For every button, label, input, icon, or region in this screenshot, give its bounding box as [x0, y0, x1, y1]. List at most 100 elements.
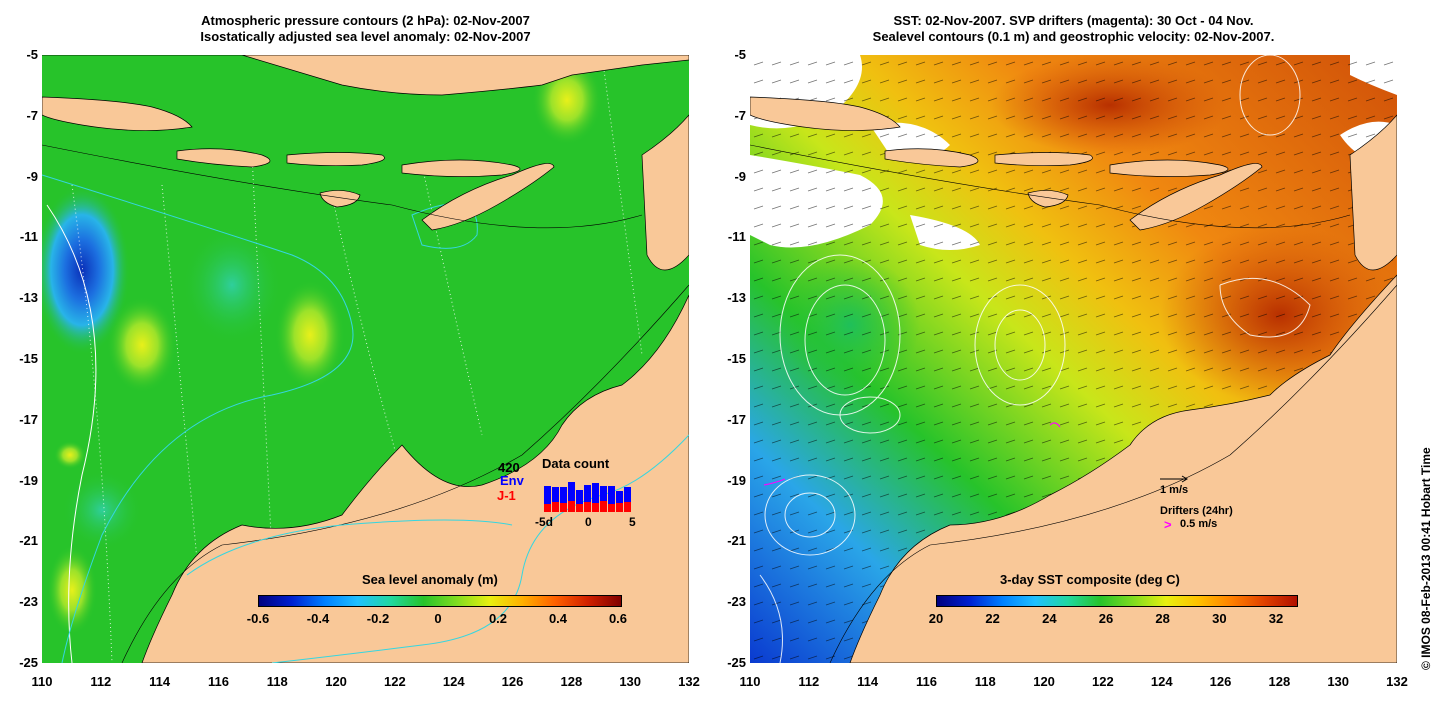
colorbar-tick-label: -0.4	[306, 611, 330, 626]
right-y-tick: -21	[727, 533, 746, 549]
env-bar	[584, 485, 591, 502]
j1-bar	[568, 501, 575, 512]
left-title: Atmospheric pressure contours (2 hPa): 0…	[42, 13, 689, 45]
island-sumba	[1027, 190, 1069, 208]
data-count-env: Env	[500, 473, 524, 488]
env-bar	[616, 491, 623, 503]
sealevel-contours	[759, 55, 1311, 663]
right-x-tick: 110	[739, 674, 761, 689]
shelf-contour	[42, 144, 689, 663]
island-timor	[421, 163, 555, 231]
mainland-australia	[849, 274, 1397, 663]
colorbar-tick-label: 22	[985, 611, 1000, 626]
left-y-tick: -13	[19, 290, 38, 306]
island-bali-lombok	[884, 148, 979, 168]
island-sumbawa	[401, 159, 521, 177]
right-x-tick: 132	[1386, 674, 1408, 689]
colorbar-tick-label: 24	[1042, 611, 1057, 626]
env-bar	[592, 483, 599, 503]
credit-text: © IMOS 08-Feb-2013 00:41 Hobart Time	[1419, 447, 1433, 670]
right-title: SST: 02-Nov-2007. SVP drifters (magenta)…	[750, 13, 1397, 45]
anomaly-mid-2	[62, 470, 142, 550]
coast-cyan-contour	[271, 434, 689, 663]
j1-bar	[600, 501, 607, 512]
right-y-tick: -23	[727, 594, 746, 610]
data-count-axis-neg: -5d	[535, 515, 553, 529]
left-x-tick: 126	[501, 674, 524, 689]
left-x-tick: 124	[442, 674, 465, 689]
colorbar-tick-label: 26	[1098, 611, 1114, 626]
j1-bar	[592, 503, 599, 512]
env-bar	[544, 486, 551, 504]
left-title-line1: Atmospheric pressure contours (2 hPa): 0…	[201, 13, 530, 28]
right-y-tick: -13	[727, 290, 746, 306]
right-x-tick: 120	[1033, 674, 1055, 689]
left-x-tick: 110	[31, 674, 53, 689]
left-y-tick: -17	[19, 411, 38, 427]
drifter-track-2	[763, 478, 786, 486]
right-x-tick: 128	[1268, 674, 1291, 689]
anomaly-high-3	[47, 545, 97, 635]
right-y-tick: -9	[734, 168, 746, 184]
drifters-legend-symbol: >	[1164, 517, 1172, 532]
right-y-tick: -5	[734, 47, 746, 62]
colorbar-tick-label: -0.6	[246, 611, 270, 626]
left-x-tick: 122	[384, 674, 406, 689]
sst-colorbar-label: 3-day SST composite (deg C)	[1000, 572, 1180, 587]
island-flores	[994, 152, 1093, 167]
left-x-tick: 116	[207, 674, 229, 689]
data-count-chart	[542, 472, 632, 512]
data-count-axis-zero: 0	[585, 515, 592, 529]
data-count-axis-pos: 5	[629, 515, 636, 529]
left-x-tick: 120	[325, 674, 347, 689]
anomaly-high-5	[54, 441, 86, 469]
velocity-legend-label: 1 m/s	[1160, 484, 1189, 496]
j1-bar	[576, 504, 583, 512]
right-y-tick: -17	[727, 411, 746, 427]
left-x-tick: 114	[149, 674, 171, 689]
colorbar-tick-label: 0.6	[608, 611, 628, 626]
left-x-tick: 128	[560, 674, 583, 689]
island-sumbawa	[1109, 159, 1229, 177]
left-y-tick: -5	[26, 47, 38, 62]
anomaly-mid-1	[182, 225, 282, 345]
drifters-legend-label: Drifters (24hr)	[1160, 505, 1233, 517]
j1-bar	[608, 504, 615, 512]
env-bar	[560, 487, 567, 503]
land	[750, 96, 1397, 663]
island-java	[42, 96, 193, 131]
left-y-tick: -19	[19, 472, 38, 488]
left-y-tick: -21	[19, 533, 38, 549]
anomaly-high-2	[275, 280, 345, 390]
sst-colorbar	[936, 595, 1298, 607]
mainland-australia	[141, 294, 689, 663]
left-y-tick: -7	[26, 107, 38, 123]
left-y-tick: -15	[19, 351, 38, 366]
env-bar	[552, 487, 559, 502]
colorbar-tick-label: 0	[434, 611, 442, 626]
env-bar	[576, 490, 583, 504]
left-x-tick: 132	[678, 674, 700, 689]
left-y-tick: -11	[19, 229, 38, 245]
island-north	[42, 55, 689, 96]
shelf-contour	[750, 144, 1397, 663]
right-y-tick: -19	[727, 472, 746, 488]
drifter-track-1	[1049, 422, 1061, 428]
colorbar-tick-label: 30	[1212, 611, 1227, 626]
right-x-tick: 114	[857, 674, 879, 689]
contour-white	[46, 204, 97, 663]
right-x-tick: 130	[1327, 674, 1350, 689]
left-x-tick: 130	[619, 674, 642, 689]
left-title-line2: Isostatically adjusted sea level anomaly…	[200, 29, 531, 44]
right-title-line2: Sealevel contours (0.1 m) and geostrophi…	[872, 29, 1275, 44]
data-count-j1: J-1	[497, 488, 516, 503]
sea-level-anomaly-map: 420 Env J-1 Data count -5d 0 5 Sea level…	[42, 55, 689, 663]
env-bar	[624, 487, 631, 502]
right-x-tick: 126	[1209, 674, 1232, 689]
left-y-tick: -23	[19, 594, 38, 610]
right-x-tick: 112	[798, 674, 820, 689]
right-y-tick: -25	[727, 655, 746, 670]
island-flores	[286, 152, 385, 167]
colorbar-tick-label: 20	[928, 611, 944, 626]
right-title-line1: SST: 02-Nov-2007. SVP drifters (magenta)…	[893, 13, 1254, 28]
